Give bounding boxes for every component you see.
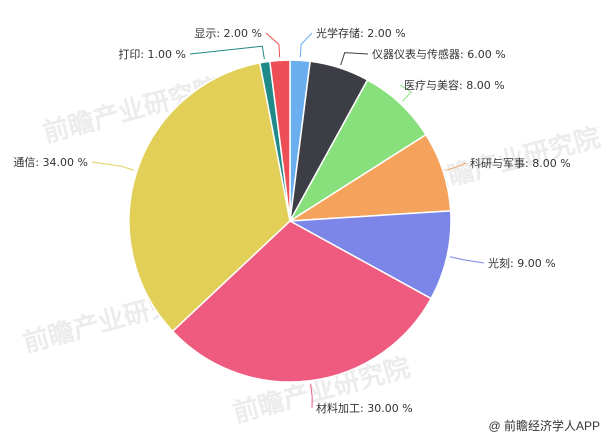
slice-label-4: 光刻: 9.00 % — [488, 256, 556, 270]
slice-label-8: 显示: 2.00 % — [194, 27, 262, 40]
pie-slice-8 — [268, 59, 291, 222]
leader-line-3 — [445, 162, 467, 171]
slice-label-6: 通信: 34.00 % — [13, 156, 88, 169]
slice-label-7: 打印: 1.00 % — [118, 47, 186, 61]
leader-line-5 — [310, 383, 313, 409]
leader-line-0 — [299, 32, 313, 58]
slice-label-0: 光学存储: 2.00 % — [316, 26, 406, 40]
leader-line-8 — [265, 32, 281, 58]
slice-label-5: 材料加工: 30.00 % — [316, 401, 413, 415]
leader-line-2 — [399, 84, 412, 102]
credit-text: @ 前瞻经济学人APP — [488, 419, 600, 433]
leader-line-1 — [340, 52, 369, 66]
pie-slice-4 — [287, 210, 452, 300]
pie-slice-5 — [171, 220, 433, 383]
slice-label-3: 科研与军事: 8.00 % — [470, 156, 571, 170]
leader-line-7 — [189, 45, 265, 60]
leader-line-6 — [91, 161, 135, 171]
slice-label-1: 仪器仪表与传感器: 6.00 % — [372, 47, 506, 61]
pie-slice-6 — [128, 61, 291, 333]
slice-label-2: 医疗与美容: 8.00 % — [404, 78, 505, 92]
leader-line-4 — [449, 256, 485, 264]
